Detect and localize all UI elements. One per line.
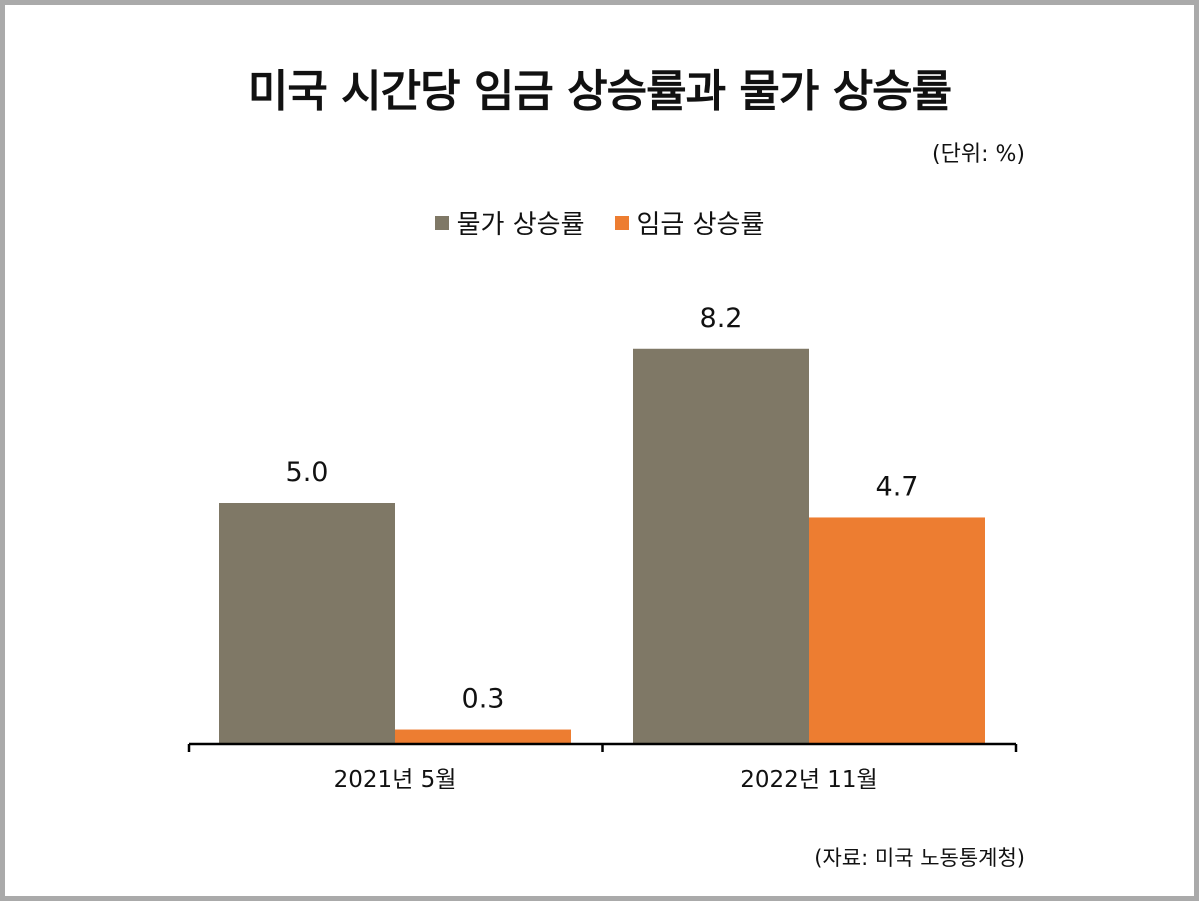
legend: 물가 상승률 임금 상승률 [0,204,1199,241]
data-label: 0.3 [462,684,505,715]
chart-title: 미국 시간당 임금 상승률과 물가 상승률 [247,66,952,117]
legend-label-wage: 임금 상승률 [636,210,765,240]
source-note: (자료: 미국 노동통계청) [814,846,1025,870]
bar [395,729,571,744]
legend-swatch-price [434,215,449,230]
legend-item-wage: 임금 상승률 [614,204,765,241]
bar [219,503,395,744]
x-tick-label: 2022년 11월 [740,767,877,793]
legend-swatch-wage [614,215,629,230]
legend-item-price: 물가 상승률 [434,204,585,241]
data-label: 4.7 [876,471,919,502]
data-label: 8.2 [700,303,743,334]
data-label: 5.0 [286,457,329,488]
legend-label-price: 물가 상승률 [456,210,585,240]
bar [633,348,809,744]
unit-label: (단위: %) [932,142,1025,167]
x-tick-label: 2021년 5월 [334,767,457,793]
bar [809,517,985,744]
